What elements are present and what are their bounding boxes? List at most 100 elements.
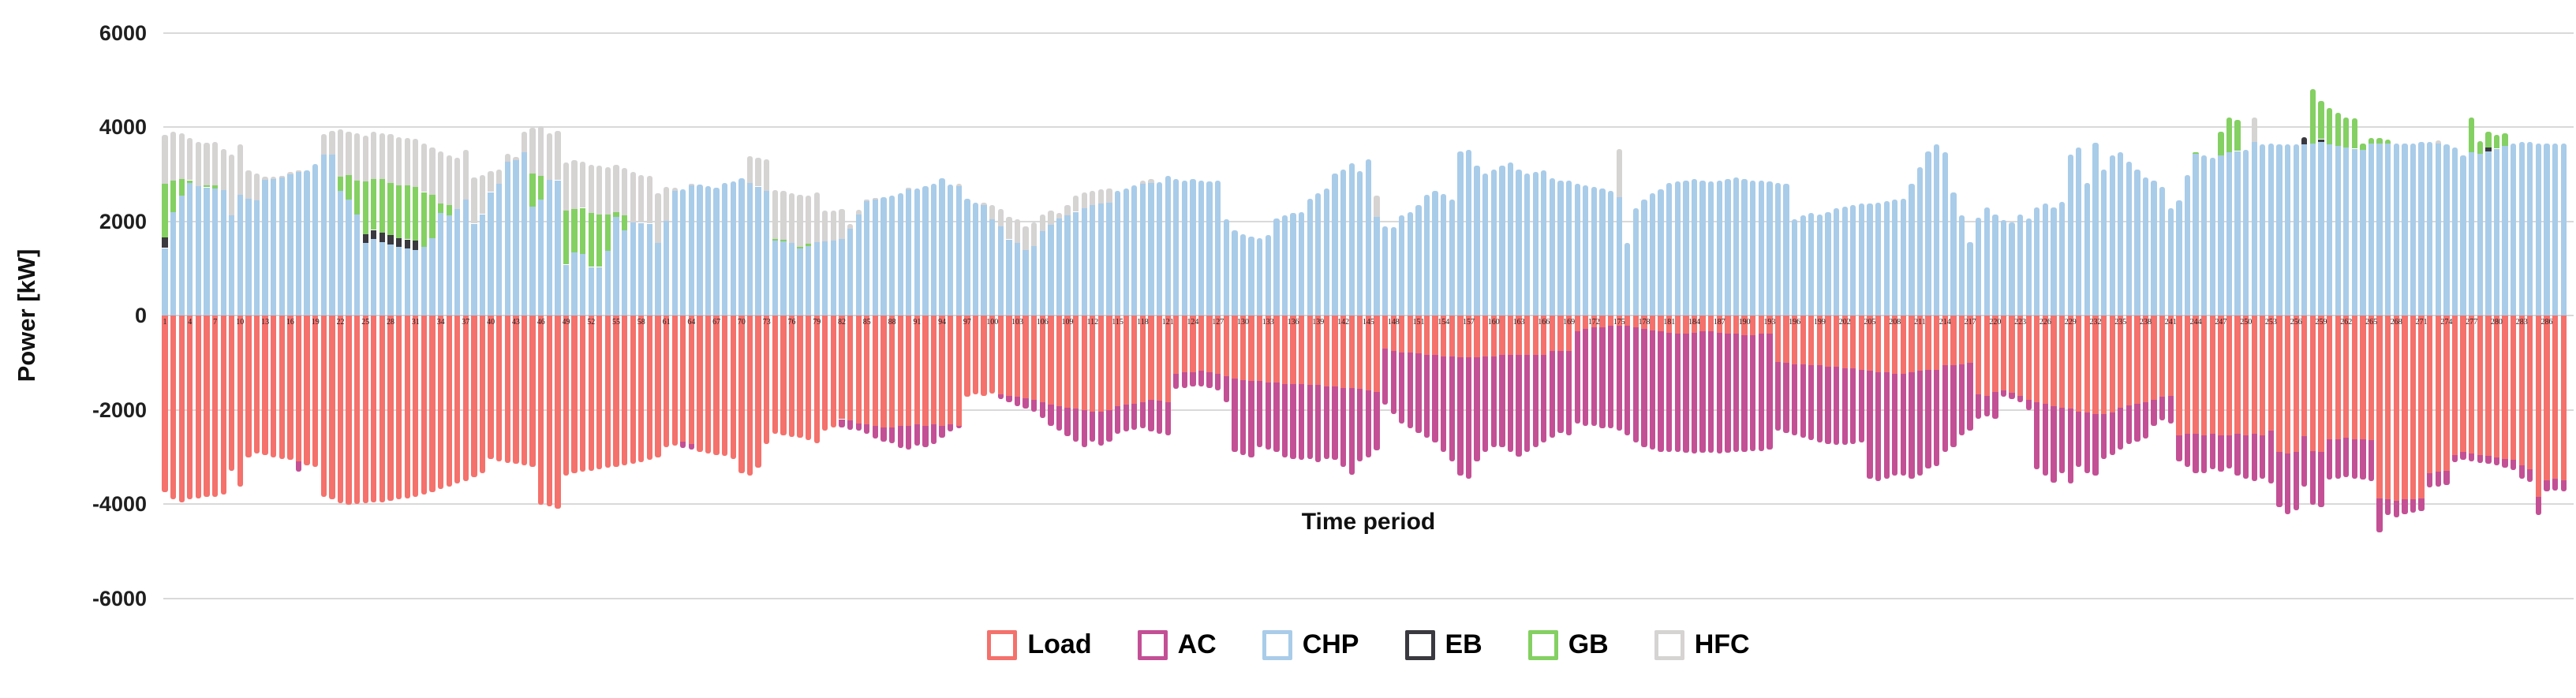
bar-segment-load <box>2017 315 2024 396</box>
bar-segment-chp <box>596 267 603 315</box>
bar-segment-chp <box>1750 180 1756 315</box>
bar-segment-chp <box>914 188 921 315</box>
bar-segment-hfc <box>1139 180 1146 185</box>
bar-segment-ac <box>1767 334 1773 450</box>
bar-segment-ac <box>855 423 862 431</box>
x-axis-tick-label: 256 <box>2290 318 2302 327</box>
bar-segment-load <box>972 315 979 394</box>
bar-segment-load <box>2151 315 2157 400</box>
x-axis-tick-label: 274 <box>2440 318 2453 327</box>
bar-segment-chp <box>538 200 544 315</box>
x-axis-tick-label: 151 <box>1412 318 1425 327</box>
bar-segment-chp <box>1273 218 1280 315</box>
bar-segment-load <box>2301 315 2308 437</box>
bar-segment-ac <box>2226 435 2233 468</box>
bar-segment-load <box>2435 315 2441 472</box>
bar-segment-hfc <box>839 209 845 240</box>
bar-segment-ac <box>2351 439 2358 479</box>
bar-segment-hfc <box>797 194 803 247</box>
bar-segment-hfc <box>663 186 670 221</box>
bar-segment-ac <box>1390 350 1396 415</box>
bar-segment-chp <box>1399 215 1405 315</box>
bar-segment-load <box>1900 315 1906 374</box>
bar-segment-load <box>395 315 402 499</box>
bar-segment-chp <box>1031 245 1038 315</box>
bar-segment-chp <box>2435 143 2441 315</box>
bar-segment-chp <box>2368 143 2375 315</box>
x-axis-tick-label: 172 <box>1587 318 1600 327</box>
bar-segment-chp <box>1423 194 1430 315</box>
bar-segment-chp <box>1825 211 1831 315</box>
bar-segment-hfc <box>830 210 837 241</box>
bar-segment-load <box>413 315 419 497</box>
bar-segment-chp <box>780 241 787 315</box>
bar-segment-load <box>2402 315 2408 499</box>
x-axis-tick-label: 169 <box>1563 318 1576 327</box>
bar-segment-chp <box>1649 193 1656 315</box>
bar-segment-gb <box>772 238 778 241</box>
bar-segment-load <box>1023 315 1029 399</box>
x-axis-tick-label: 277 <box>2466 318 2478 327</box>
bar-segment-load <box>204 315 210 497</box>
bar-segment-hfc <box>253 173 260 201</box>
bar-segment-ac <box>2193 434 2199 474</box>
bar-segment-ac <box>2276 452 2283 508</box>
bar-segment-load <box>1215 315 1221 374</box>
bar-segment-load <box>1390 315 1396 351</box>
bar-segment-ac <box>688 444 695 450</box>
bar-segment-load <box>1666 315 1673 333</box>
bar-segment-chp <box>2443 144 2450 315</box>
bar-segment-chp <box>1072 211 1079 315</box>
bar-segment-chp <box>1499 166 1505 315</box>
bar-segment-load <box>1649 315 1656 330</box>
bar-segment-ac <box>1674 334 1681 453</box>
x-axis-tick-label: 82 <box>838 318 846 327</box>
bar-segment-load <box>1198 315 1205 371</box>
legend-swatch-chp-icon <box>1262 629 1292 660</box>
bar-segment-gb <box>613 211 619 218</box>
bar-segment-ac <box>1549 350 1556 439</box>
bar-segment-chp <box>279 177 285 315</box>
bar-segment-chp <box>2376 143 2383 315</box>
bar-segment-hfc <box>245 170 252 199</box>
bar-segment-chp <box>2151 180 2157 315</box>
bar-segment-chp <box>1173 178 1180 315</box>
bar-segment-chp <box>2502 145 2508 315</box>
bar-segment-load <box>1557 315 1564 351</box>
bar-segment-hfc <box>1056 213 1063 218</box>
bar-segment-ac <box>872 426 879 439</box>
bar-segment-ac <box>295 461 302 472</box>
bar-segment-ac <box>939 426 945 438</box>
bar-segment-ac <box>1281 383 1288 457</box>
bar-segment-load <box>1006 315 1012 396</box>
bar-segment-chp <box>237 195 243 315</box>
bar-segment-chp <box>2118 151 2124 315</box>
bar-segment-chp <box>1808 213 1815 315</box>
bar-segment-load <box>2410 315 2417 499</box>
bar-segment-chp <box>413 249 419 315</box>
bar-segment-eb <box>387 235 394 245</box>
bar-segment-load <box>2326 315 2333 439</box>
bar-segment-load <box>997 315 1004 395</box>
bar-segment-chp <box>738 177 745 315</box>
bar-segment-ac <box>847 420 854 430</box>
bar-segment-load <box>1758 315 1764 334</box>
bar-segment-chp <box>621 230 628 315</box>
bar-segment-ac <box>2260 435 2266 479</box>
bar-segment-ac <box>2167 395 2174 424</box>
bar-segment-load <box>1616 315 1622 327</box>
bar-segment-load <box>529 315 536 467</box>
bar-segment-load <box>1583 315 1589 329</box>
bar-segment-chp <box>1674 181 1681 315</box>
legend-swatch-ac-icon <box>1137 629 1168 660</box>
bar-segment-gb <box>187 180 193 184</box>
bar-segment-ac <box>914 424 921 446</box>
x-axis-tick-label: 88 <box>888 318 896 327</box>
x-axis-tick-label: 145 <box>1362 318 1374 327</box>
x-axis-tick-label: 166 <box>1538 318 1550 327</box>
bar-segment-chp <box>2393 143 2399 315</box>
bar-segment-load <box>1591 315 1598 327</box>
bar-segment-ac <box>1048 405 1054 426</box>
bar-segment-ac <box>1232 379 1238 453</box>
bar-segment-chp <box>1315 193 1322 315</box>
